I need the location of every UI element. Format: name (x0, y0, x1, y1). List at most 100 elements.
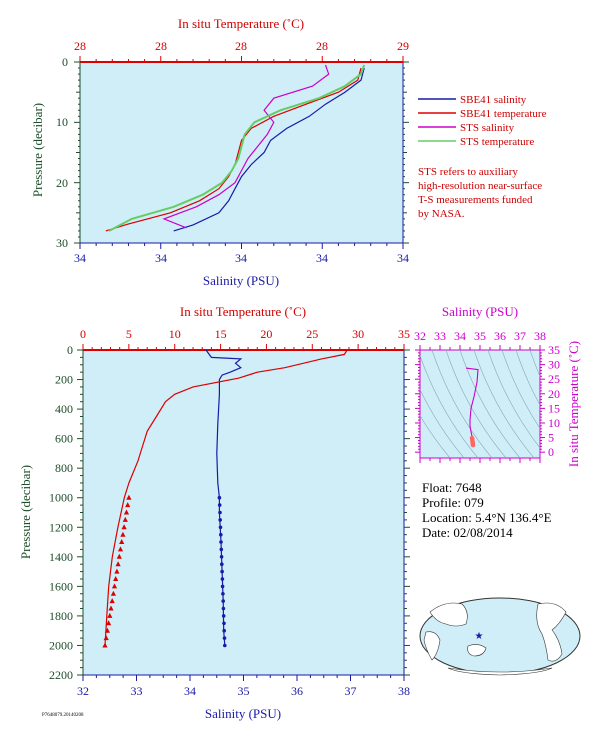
sbe41-salinity-line (173, 67, 365, 232)
top-chart-left-tick-0: 0 (62, 55, 68, 69)
sbe41-temperature-line (105, 67, 362, 232)
salinity-data-point (223, 643, 227, 648)
top-chart-bottom-tick-2: 34 (235, 251, 247, 265)
top-chart-top-tick-3: 28 (316, 39, 328, 53)
top-chart-bottom-tick-3: 34 (316, 251, 328, 265)
main-chart-bottom-tick-label: 36 (291, 684, 303, 698)
footer-id: P7648079.20140208 (42, 713, 84, 718)
main-chart-top-tick-label: 35 (398, 327, 410, 341)
main-chart-left-tick-label: 0 (67, 343, 73, 357)
salinity-data-point (219, 540, 223, 544)
ts-density-contour-line (473, 350, 535, 458)
salinity-data-point (218, 510, 222, 515)
main-chart-left-axis-title: Pressure (decibar) (18, 465, 33, 559)
salinity-data-point (217, 503, 222, 507)
main-chart-top-tick-label: 30 (352, 327, 364, 341)
world-map: ★ (419, 597, 581, 676)
salinity-data-point (219, 555, 224, 559)
main-chart-bottom-tick-label: 38 (398, 684, 410, 698)
temperature-data-point (108, 605, 114, 611)
temperature-data-point (121, 524, 127, 530)
top-chart-left-tick-1: 10 (56, 115, 68, 129)
top-chart-top-tick-0: 28 (74, 39, 86, 53)
top-chart-bottom-tick-1: 34 (155, 251, 167, 265)
salinity-data-point (217, 495, 222, 500)
ts-density-contour-line (431, 350, 493, 458)
ts-density-contour-line (459, 350, 521, 458)
temperature-data-point (117, 546, 124, 552)
top-chart-top-tick-1: 28 (155, 39, 167, 53)
salinity-data-point (219, 532, 223, 537)
main-chart-top-tick-label: 15 (215, 327, 227, 341)
salinity-data-point (220, 562, 224, 566)
salinity-data-point (222, 621, 226, 626)
ts-chart-top-axis-title: Salinity (PSU) (442, 304, 518, 319)
top-chart-top-tick-2: 28 (235, 39, 247, 53)
ts-chart-ticks (415, 345, 545, 463)
temperature-data-point (125, 502, 131, 508)
float-info: Float: 7648 Profile: 079 Location: 5.4°N… (422, 480, 552, 540)
ts-chart-right-tick-label: 5 (548, 431, 554, 445)
top-chart-top-axis-title: In situ Temperature (˚C) (178, 16, 304, 31)
sts-note-line-2: T-S measurements funded (418, 194, 533, 206)
salinity-data-point (221, 614, 226, 618)
ts-chart-top-tick-label: 37 (514, 329, 526, 343)
ts-chart-right-tick-label: 15 (548, 401, 560, 415)
map-landmass-australia (467, 644, 487, 657)
main-chart-top-axis-title: In situ Temperature (˚C) (180, 304, 306, 319)
salinity-data-point (218, 518, 222, 522)
ts-chart-top-tick-label: 34 (454, 329, 466, 343)
ts-chart-top-tick-label: 32 (414, 329, 426, 343)
salinity-data-point (221, 599, 225, 603)
main-chart-bottom-tick-label: 32 (77, 684, 89, 698)
top-chart: In situ Temperature (˚C) 28 28 28 28 29 … (30, 16, 409, 288)
top-chart-bottom-axis-title: Salinity (PSU) (203, 273, 279, 288)
temperature-data-point (113, 576, 119, 581)
ts-chart-series (465, 367, 479, 448)
temperature-data-point (103, 635, 109, 641)
temperature-data-point (104, 627, 110, 633)
legend-label-sts-salinity: STS salinity (460, 122, 515, 134)
ts-density-contours (420, 350, 540, 458)
salinity-data-point (222, 628, 226, 633)
ts-density-contour-line (487, 350, 540, 449)
ts-chart-right-tick-label: 30 (548, 358, 560, 372)
salinity-data-point (221, 592, 225, 596)
temperature-data-point (123, 509, 130, 515)
sts-salinity-line (162, 64, 330, 229)
ts-density-contour-line (420, 415, 451, 458)
temperature-data-point (110, 590, 116, 596)
float-number: Float: 7648 (422, 480, 482, 495)
main-chart-left-tick-label: 800 (55, 461, 73, 475)
top-chart-ticks (74, 56, 409, 249)
ts-density-contour-line (515, 350, 540, 406)
temperature-data-point (119, 539, 125, 544)
sts-note-line-0: STS refers to auxiliary (418, 166, 518, 178)
salinity-data-point (218, 525, 223, 530)
ts-chart-right-tick-label: 20 (548, 387, 560, 401)
sts-note-line-1: high-resolution near-surface (418, 180, 542, 192)
ts-density-contour-line (529, 350, 540, 378)
temperature-data-point (115, 561, 121, 567)
map-landmass-africa (423, 631, 441, 661)
temperature-profile-line (104, 349, 348, 646)
main-chart-top-tick-label: 20 (260, 327, 272, 341)
main-chart-bottom-tick-label: 33 (131, 684, 143, 698)
ts-chart-top-tick-label: 35 (474, 329, 486, 343)
top-chart-bottom-tick-0: 34 (74, 251, 86, 265)
ts-chart-right-tick-label: 0 (548, 445, 554, 459)
temperature-data-point (106, 620, 112, 626)
legend-label-sts-temperature: STS temperature (460, 136, 534, 148)
ts-data-point (469, 435, 475, 441)
main-chart-top-tick-label: 5 (126, 327, 132, 341)
main-chart-left-tick-label: 1000 (49, 491, 73, 505)
ts-density-contour-line (420, 388, 465, 458)
main-chart-top-tick-label: 25 (306, 327, 318, 341)
main-chart-left-tick-label: 1200 (49, 520, 73, 534)
ts-chart-top-tick-label: 33 (434, 329, 446, 343)
main-chart-left-tick-label: 200 (55, 373, 73, 387)
main-chart-left-tick-label: 600 (55, 432, 73, 446)
top-chart-left-tick-2: 20 (56, 176, 68, 190)
salinity-data-point (222, 636, 227, 640)
temperature-data-point (120, 531, 126, 537)
